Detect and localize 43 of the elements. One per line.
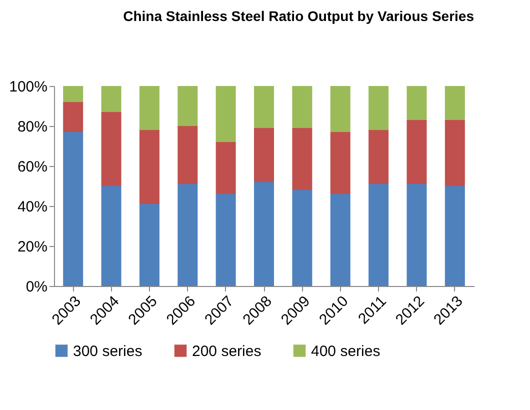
bar — [254, 86, 274, 128]
bar — [406, 86, 427, 120]
bar — [178, 184, 198, 286]
bar — [178, 86, 198, 126]
y-tick-label: 80% — [17, 118, 48, 136]
bar — [139, 204, 160, 286]
bar — [368, 130, 389, 184]
bar — [139, 86, 160, 130]
bar — [292, 190, 312, 286]
bar — [292, 86, 312, 128]
bar — [330, 86, 350, 132]
bar — [292, 128, 312, 190]
bar — [254, 128, 274, 182]
bar — [63, 86, 84, 102]
y-tick-label: 60% — [17, 158, 48, 176]
bar — [101, 86, 122, 112]
bar — [444, 86, 465, 120]
bar — [101, 186, 122, 286]
bar — [63, 132, 84, 286]
bar — [216, 86, 236, 142]
bar — [101, 112, 122, 186]
bar — [368, 184, 389, 286]
bar — [254, 182, 274, 286]
y-tick-label: 100% — [9, 78, 48, 96]
bar — [330, 132, 350, 194]
y-tick-label: 0% — [26, 278, 48, 296]
bar — [444, 186, 465, 286]
bar — [216, 194, 236, 286]
bar — [368, 86, 389, 130]
legend-label: 400 series — [311, 342, 380, 360]
bar — [178, 126, 198, 184]
legend-label: 200 series — [192, 342, 262, 360]
chart-title: China Stainless Steel Ratio Output by Various Series — [123, 8, 474, 24]
bar — [444, 120, 465, 186]
bar — [330, 194, 350, 286]
legend-label: 300 series — [73, 342, 142, 360]
bar — [216, 142, 236, 194]
bar — [406, 120, 427, 184]
bar — [63, 102, 84, 132]
y-tick-label: 40% — [17, 198, 48, 216]
bar — [406, 184, 427, 286]
y-tick-label: 20% — [17, 238, 48, 256]
bar — [139, 130, 160, 204]
